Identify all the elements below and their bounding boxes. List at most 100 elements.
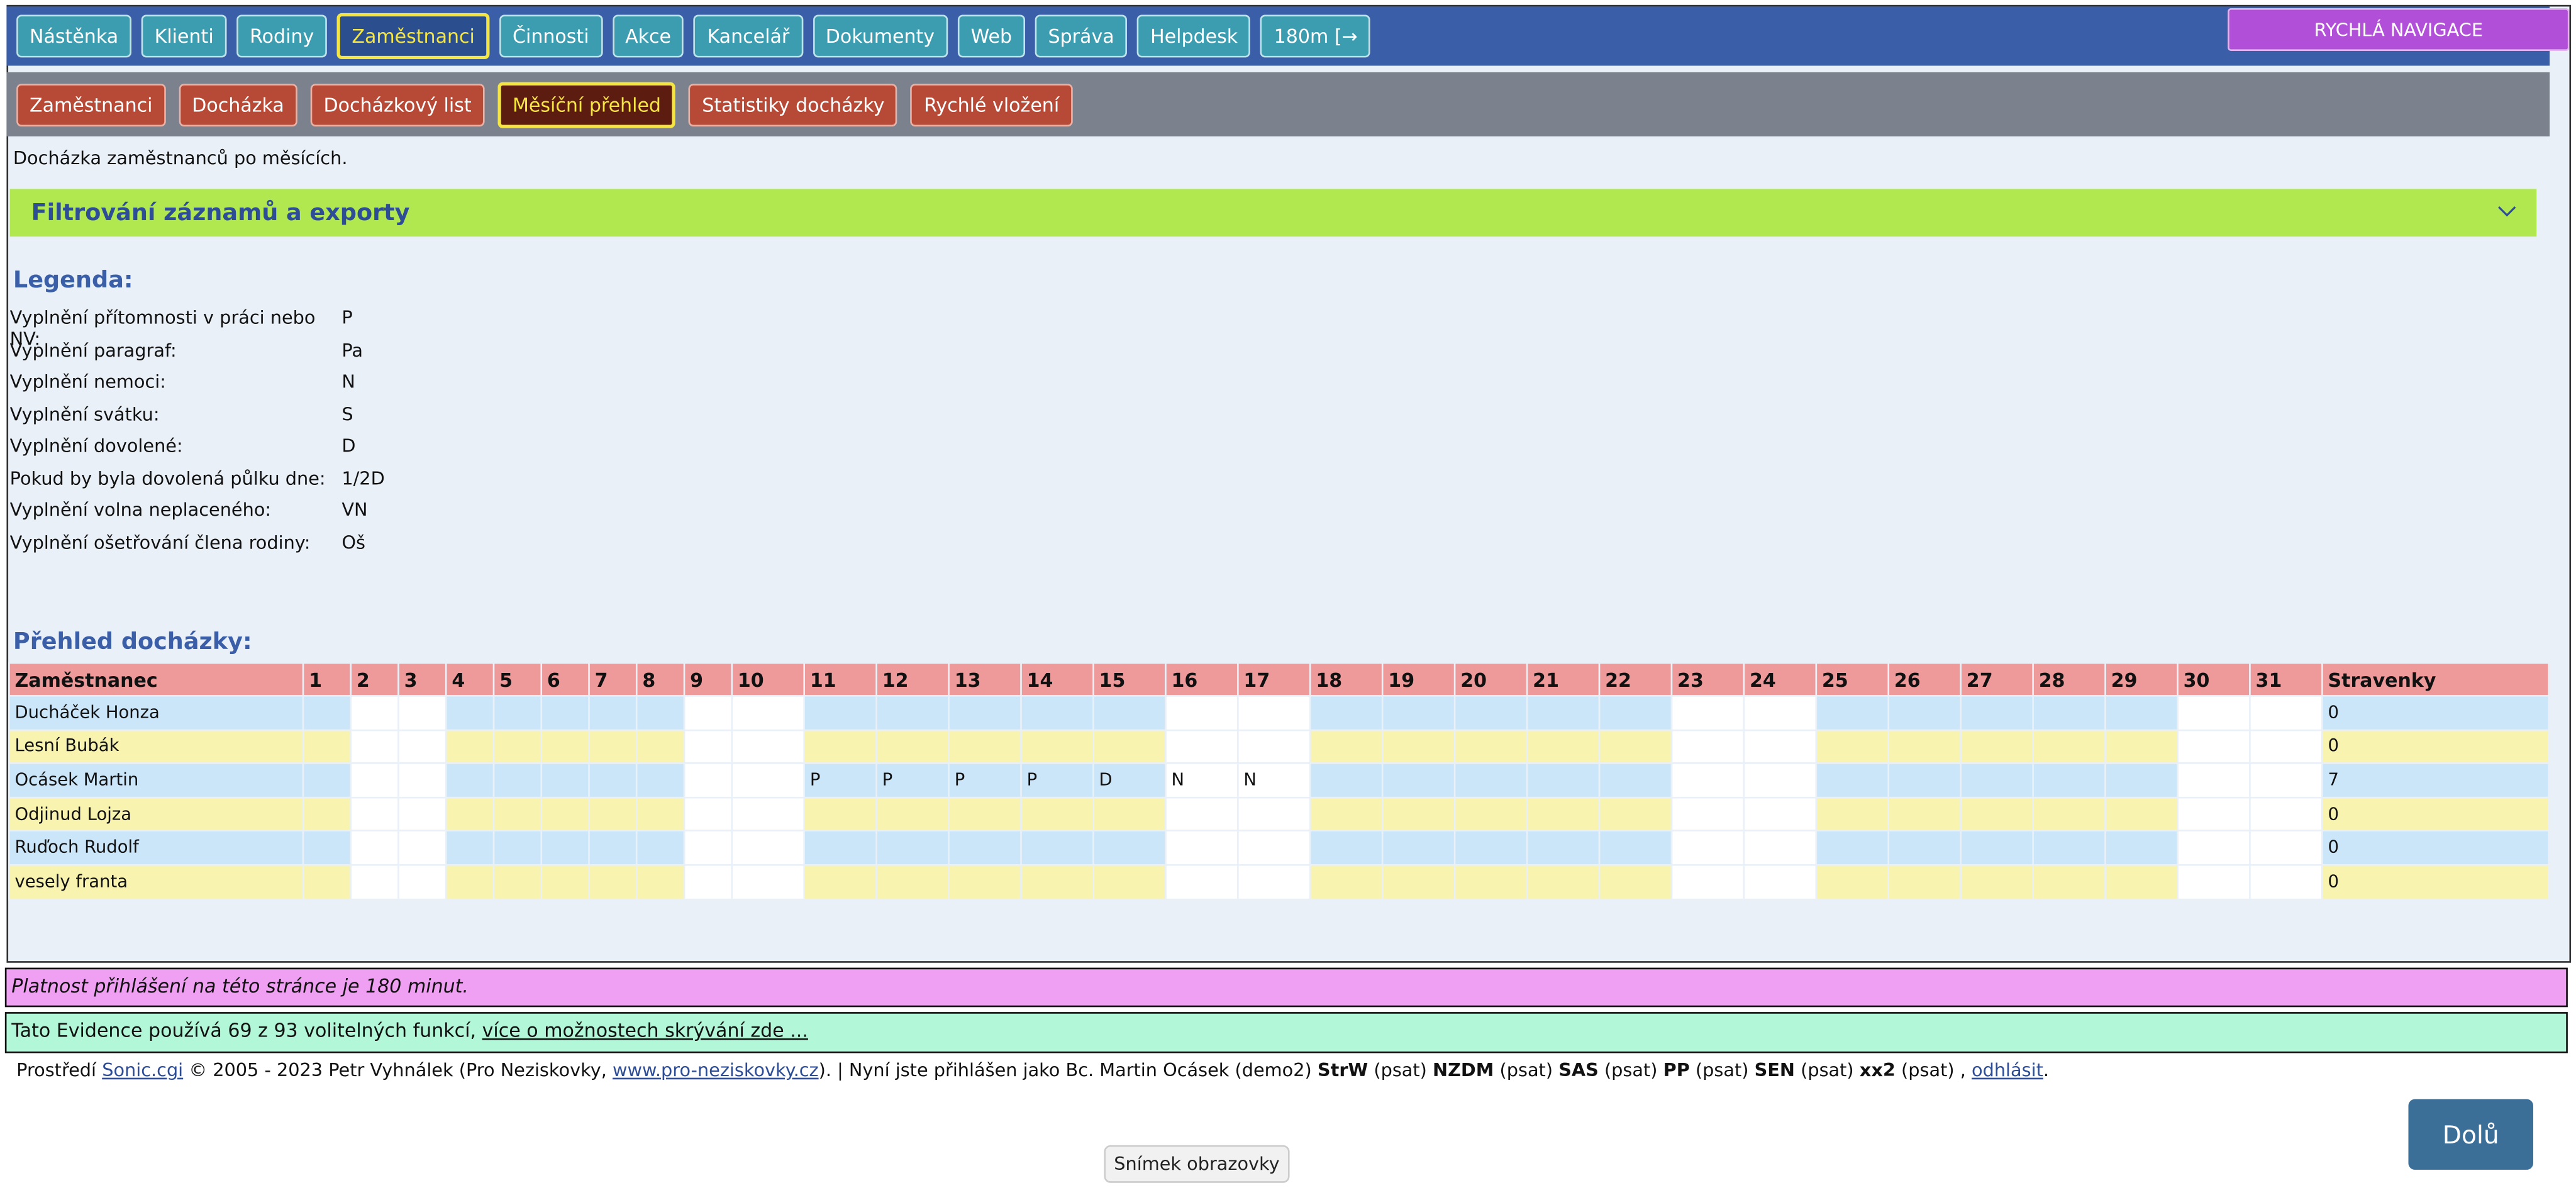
subnav-button[interactable]: Docházkový list bbox=[310, 82, 485, 126]
footer-link[interactable]: Sonic.cgi bbox=[102, 1059, 184, 1081]
day-cell bbox=[445, 796, 495, 832]
day-header: 2 bbox=[350, 662, 399, 697]
day-cell bbox=[1670, 830, 1745, 866]
down-button[interactable]: Dolů bbox=[2408, 1099, 2534, 1170]
legend-label: Vyplnění svátku: bbox=[9, 403, 160, 425]
nav-button[interactable]: 180m [→ bbox=[1260, 14, 1371, 58]
day-cell bbox=[875, 830, 950, 866]
day-cell bbox=[492, 728, 543, 765]
day-cell bbox=[2032, 830, 2106, 866]
day-cell bbox=[540, 796, 590, 832]
day-cell bbox=[803, 728, 877, 765]
subnav-button[interactable]: Zaměstnanci bbox=[16, 82, 166, 126]
day-cell bbox=[948, 728, 1022, 765]
filter-toggle[interactable]: Filtrování záznamů a exporty bbox=[9, 189, 2537, 237]
day-cell bbox=[1743, 728, 1818, 765]
legend-title: Legenda: bbox=[13, 267, 133, 294]
day-cell bbox=[1165, 694, 1239, 731]
nav-button[interactable]: Nástěnka bbox=[16, 14, 132, 58]
nav-button[interactable]: Web bbox=[957, 14, 1025, 58]
day-cell bbox=[2104, 796, 2179, 832]
legend-label: Vyplnění volna neplaceného: bbox=[9, 499, 272, 521]
session-notice: Platnost přihlášení na této stránce je 1… bbox=[4, 967, 2568, 1008]
day-header: 30 bbox=[2177, 662, 2251, 697]
day-cell bbox=[1598, 728, 1673, 765]
day-cell bbox=[492, 762, 543, 798]
day-cell bbox=[1526, 762, 1601, 798]
nav-button[interactable]: Rodiny bbox=[236, 14, 328, 58]
day-header: 13 bbox=[948, 662, 1022, 697]
role-mode: (psat) bbox=[1695, 1059, 1749, 1081]
quick-nav-button[interactable]: RYCHLÁ NAVIGACE bbox=[2228, 8, 2570, 51]
header-cell: Stravenky bbox=[2321, 662, 2550, 697]
day-cell bbox=[1236, 694, 1311, 731]
day-cell bbox=[1453, 728, 1528, 765]
day-cell bbox=[1743, 796, 1818, 832]
employee-row: Ocásek Martin P P P P D N N 7 bbox=[8, 762, 2550, 798]
nav-button[interactable]: Správa bbox=[1035, 14, 1128, 58]
nav-button[interactable]: Akce bbox=[612, 14, 684, 58]
nav-button[interactable]: Klienti bbox=[141, 14, 227, 58]
day-header: 23 bbox=[1670, 662, 1745, 697]
employee-name: Lesní Bubák bbox=[8, 728, 304, 765]
day-cell bbox=[1165, 864, 1239, 900]
legend-label: Vyplnění paragraf: bbox=[9, 339, 177, 361]
day-cell bbox=[1887, 762, 1962, 798]
filter-title: Filtrování záznamů a exporty bbox=[31, 199, 410, 226]
subnav-button[interactable]: Rychlé vložení bbox=[911, 82, 1073, 126]
nav-button[interactable]: Kancelář bbox=[694, 14, 803, 58]
day-cell bbox=[350, 694, 399, 731]
day-cell bbox=[445, 864, 495, 900]
overview-title: Přehled docházky: bbox=[13, 629, 252, 656]
day-cell bbox=[1309, 762, 1384, 798]
footer-link[interactable]: www.pro-neziskovky.cz bbox=[613, 1059, 819, 1081]
day-header: 25 bbox=[1815, 662, 1890, 697]
subnav-button[interactable]: Měsíční přehled bbox=[497, 81, 676, 128]
day-cell bbox=[302, 694, 352, 731]
day-cell bbox=[588, 762, 638, 798]
day-header: 17 bbox=[1236, 662, 1311, 697]
employee-row: Odjinud Lojza 0 bbox=[8, 796, 2550, 832]
day-cell bbox=[1020, 830, 1094, 866]
day-cell bbox=[2032, 694, 2106, 731]
legend-label: Pokud by byla dovolená půlku dne: bbox=[9, 467, 326, 489]
chevron bbox=[2498, 206, 2516, 217]
subnav-button[interactable]: Statistiky docházky bbox=[689, 82, 898, 126]
day-cell bbox=[302, 762, 352, 798]
day-cell bbox=[397, 762, 447, 798]
nav-button[interactable]: Zaměstnanci bbox=[336, 13, 490, 60]
legend-row: Vyplnění přítomnosti v práci nebo NV: P bbox=[9, 307, 385, 350]
day-cell bbox=[1670, 762, 1745, 798]
day-header: 31 bbox=[2249, 662, 2323, 697]
day-cell bbox=[540, 694, 590, 731]
day-cell bbox=[1309, 796, 1384, 832]
day-cell bbox=[1670, 694, 1745, 731]
day-cell bbox=[1092, 830, 1167, 866]
day-cell bbox=[1960, 796, 2034, 832]
day-cell bbox=[731, 830, 805, 866]
day-cell bbox=[1598, 762, 1673, 798]
day-header: 15 bbox=[1092, 662, 1167, 697]
day-header: 24 bbox=[1743, 662, 1818, 697]
footer-text: Prostředí bbox=[16, 1059, 97, 1081]
legend-label: Vyplnění přítomnosti v práci nebo NV: bbox=[9, 307, 316, 350]
day-cell bbox=[683, 694, 733, 731]
legend-code: VN bbox=[341, 499, 368, 521]
day-cell bbox=[2249, 728, 2323, 765]
subnav-button[interactable]: Docházka bbox=[179, 82, 297, 126]
logout-link[interactable]: odhlásit bbox=[1972, 1059, 2043, 1081]
features-link[interactable]: více o možnostech skrývání zde ... bbox=[482, 1018, 808, 1042]
employee-name: Ocásek Martin bbox=[8, 762, 304, 798]
day-header: 10 bbox=[731, 662, 805, 697]
day-cell bbox=[1309, 830, 1384, 866]
nav-button[interactable]: Dokumenty bbox=[812, 14, 948, 58]
nav-button[interactable]: Činnosti bbox=[499, 14, 602, 58]
day-cell bbox=[683, 830, 733, 866]
day-cell bbox=[1092, 864, 1167, 900]
day-cell bbox=[540, 830, 590, 866]
legend-code: D bbox=[341, 435, 356, 457]
nav-button[interactable]: Helpdesk bbox=[1137, 14, 1252, 58]
day-cell bbox=[492, 830, 543, 866]
day-cell bbox=[1526, 728, 1601, 765]
footer-text: . bbox=[2043, 1059, 2050, 1081]
